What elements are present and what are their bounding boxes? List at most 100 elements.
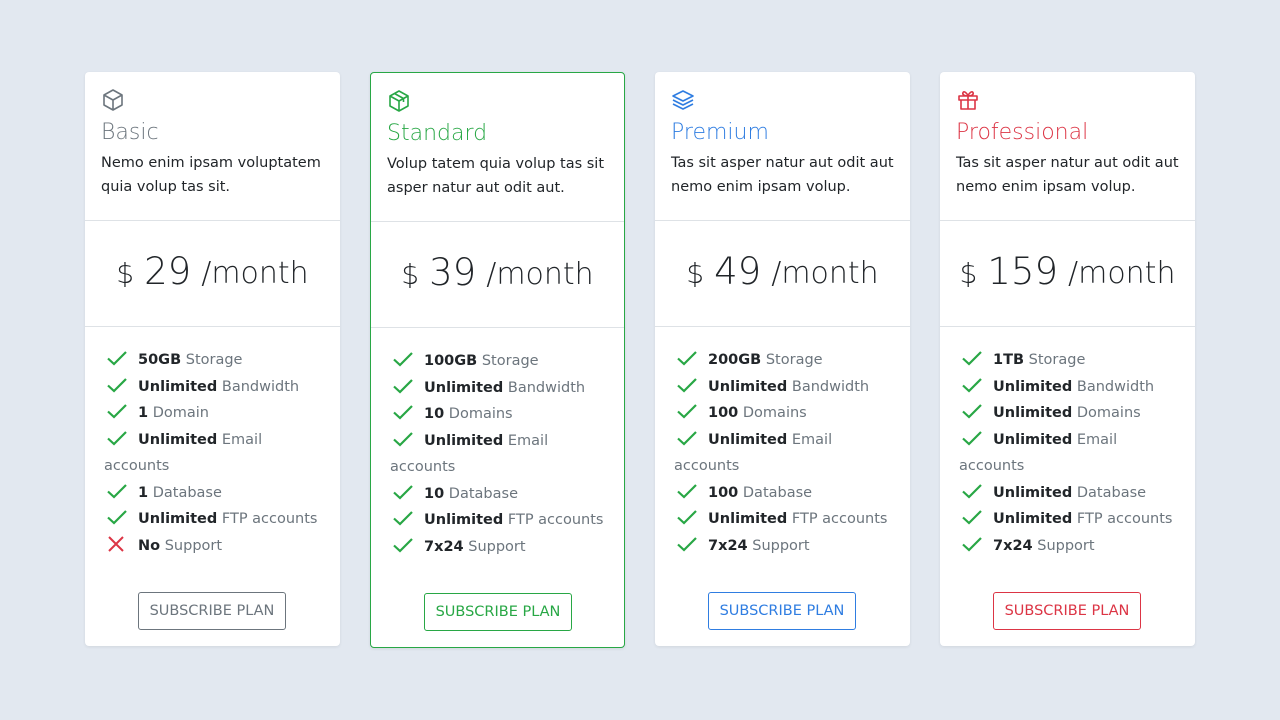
feature-text: Database — [742, 484, 813, 501]
subscribe-button[interactable]: SUBSCRIBE PLAN — [993, 592, 1141, 630]
feature-text: FTP accounts — [507, 512, 604, 528]
feature-text: FTP accounts — [221, 511, 318, 527]
feature-highlight: Unlimited — [993, 405, 1073, 421]
feature: 200GB Storage — [674, 347, 892, 374]
check-icon — [393, 378, 413, 394]
pricing-card: Basic Nemo enim ipsam voluptatem quia vol… — [85, 72, 340, 646]
feature-highlight: 200GB — [708, 352, 762, 368]
feature-text: Domains — [742, 405, 807, 421]
feature-list: 100GB Storage Unlimited Bandwidth 10 Domai… — [371, 328, 624, 560]
pricing-cards: Basic Nemo enim ipsam voluptatem quia vol… — [85, 72, 1195, 648]
feature: 1 Database — [104, 480, 322, 507]
currency: $ — [686, 257, 705, 290]
feature: Unlimited Database — [959, 480, 1177, 507]
feature-list: 1TB Storage Unlimited Bandwidth Unlimited … — [940, 327, 1195, 559]
plan-description: Nemo enim ipsam voluptatem quia volup ta… — [101, 155, 321, 195]
check-icon — [393, 537, 413, 553]
price-period: /month — [1067, 256, 1176, 291]
subscribe-button[interactable]: SUBSCRIBE PLAN — [138, 592, 286, 630]
check-icon — [107, 377, 127, 393]
plan-icon — [958, 91, 978, 110]
feature-text: Email accounts — [390, 432, 549, 476]
feature-highlight: Unlimited — [424, 432, 504, 449]
plan-description: Tas sit asper natur aut odit aut nemo en… — [671, 155, 894, 195]
feature-highlight: Unlimited — [993, 484, 1073, 501]
feature-text: Support — [164, 537, 223, 554]
check-icon — [962, 430, 982, 446]
feature: Unlimited Bandwidth — [674, 374, 892, 401]
price-period: /month — [771, 256, 879, 291]
currency: $ — [959, 257, 978, 290]
feature: 100 Database — [674, 480, 892, 507]
plan-description: Volup tatem quia volup tas sit asper nat… — [387, 156, 605, 196]
check-icon — [677, 377, 697, 393]
feature-highlight: 50GB — [138, 352, 182, 368]
feature: 100 Domains — [674, 400, 892, 427]
feature-highlight: 1 — [138, 405, 149, 421]
feature-text: Storage — [185, 352, 243, 368]
feature-highlight: 1 — [138, 484, 149, 501]
check-icon — [677, 483, 697, 499]
feature-highlight: Unlimited — [138, 431, 218, 448]
feature-text: Bandwidth — [507, 379, 586, 396]
feature: Unlimited Email accounts — [674, 427, 892, 480]
pricing-card: Standard Volup tatem quia volup tas sit a… — [370, 72, 625, 648]
check-icon — [677, 404, 697, 419]
check-icon — [677, 536, 697, 552]
feature-text: Support — [1037, 537, 1095, 554]
feature-highlight: 7x24 — [424, 538, 464, 555]
check-icon — [962, 377, 982, 393]
price-amount: 49 — [714, 250, 762, 293]
feature: 10 Domains — [390, 401, 606, 428]
feature-highlight: Unlimited — [708, 431, 788, 448]
feature-list: 50GB Storage Unlimited Bandwidth 1 Domain U… — [85, 327, 340, 559]
pricing-card: Premium Tas sit asper natur aut odit aut … — [655, 72, 910, 646]
feature-highlight: Unlimited — [424, 379, 504, 396]
subscribe-button[interactable]: SUBSCRIBE PLAN — [424, 593, 572, 631]
feature-text: Support — [468, 538, 526, 555]
feature-text: Email accounts — [674, 431, 833, 475]
check-icon — [107, 510, 127, 525]
cross-icon — [108, 535, 124, 552]
check-icon — [962, 483, 982, 499]
feature: No Support — [104, 533, 322, 560]
feature-text: Support — [752, 537, 810, 554]
feature-text: FTP accounts — [1076, 511, 1173, 527]
card-header: Premium Tas sit asper natur aut odit aut … — [655, 72, 910, 221]
price-period: /month — [486, 257, 594, 292]
feature-highlight: Unlimited — [993, 511, 1073, 527]
feature-text: Database — [448, 485, 518, 502]
plan-name: Standard — [387, 121, 488, 146]
feature-highlight: Unlimited — [708, 378, 788, 395]
feature: Unlimited Email accounts — [104, 427, 322, 480]
feature-highlight: Unlimited — [138, 511, 218, 527]
currency: $ — [401, 258, 420, 291]
feature: Unlimited FTP accounts — [104, 506, 322, 533]
feature-text: Bandwidth — [1076, 378, 1155, 395]
feature: Unlimited Email accounts — [390, 428, 606, 481]
subscribe-button[interactable]: SUBSCRIBE PLAN — [708, 592, 856, 630]
check-icon — [393, 484, 413, 500]
feature-text: Storage — [481, 353, 539, 369]
feature: 50GB Storage — [104, 347, 322, 374]
feature: Unlimited Bandwidth — [104, 374, 322, 401]
feature-text: Domain — [152, 405, 209, 421]
feature: 10 Database — [390, 481, 606, 508]
feature: Unlimited FTP accounts — [959, 506, 1177, 533]
plan-name: Basic — [101, 120, 159, 145]
feature: 1TB Storage — [959, 347, 1177, 374]
feature: 1 Domain — [104, 400, 322, 427]
price-period: /month — [201, 256, 309, 291]
check-icon — [393, 352, 413, 367]
check-icon — [677, 510, 697, 525]
check-icon — [962, 536, 982, 552]
feature-highlight: 10 — [424, 406, 445, 422]
feature-text: Database — [152, 484, 222, 501]
feature: 100GB Storage — [390, 348, 606, 375]
feature-highlight: Unlimited — [708, 511, 788, 527]
price-amount: 29 — [144, 250, 192, 293]
plan-name: Premium — [671, 120, 769, 145]
plan-icon — [672, 90, 694, 110]
feature-text: Domains — [1076, 405, 1141, 421]
